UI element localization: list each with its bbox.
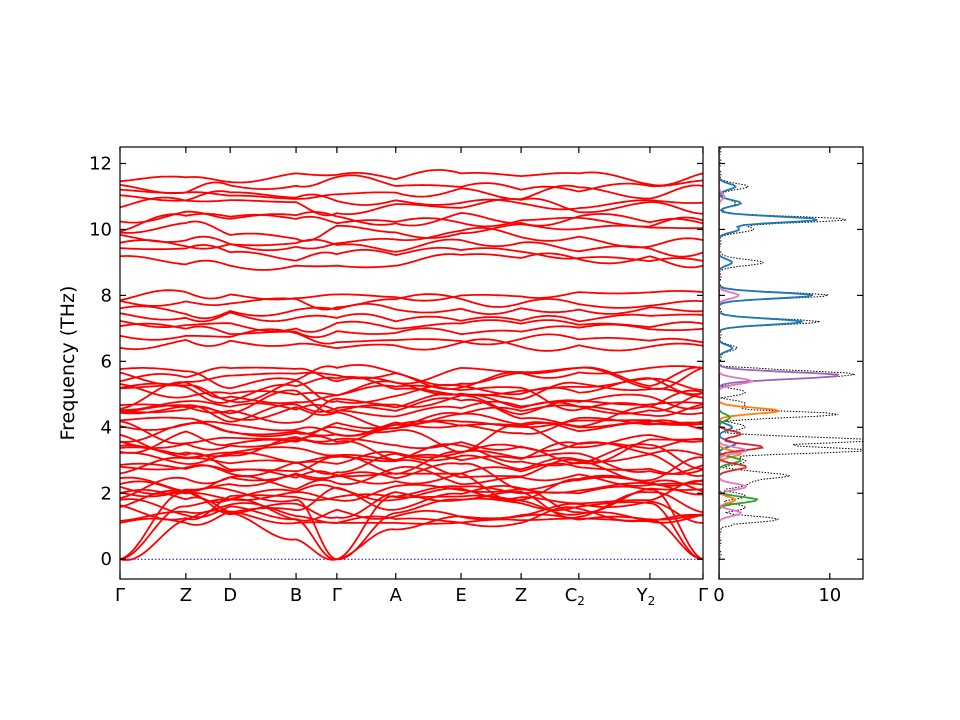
x-tick-label: B xyxy=(290,585,302,606)
acoustic-band xyxy=(120,497,703,561)
x-tick-label: Γ xyxy=(698,585,708,606)
x-tick-label: C2 xyxy=(565,585,585,608)
optical-band xyxy=(120,365,703,387)
optical-band xyxy=(120,393,703,424)
optical-band xyxy=(120,493,703,524)
optical-band xyxy=(120,381,703,412)
acoustic-band xyxy=(120,509,703,561)
optical-band xyxy=(120,190,703,211)
y-axis-label: Frequency (THz) xyxy=(57,286,79,441)
optical-band xyxy=(120,366,703,387)
x-tick-label: Z xyxy=(180,585,192,606)
optical-band xyxy=(120,210,703,227)
optical-band xyxy=(120,375,703,404)
x-tick-label: D xyxy=(223,585,237,606)
band-plot-frame xyxy=(119,146,704,580)
x-tick-label: A xyxy=(390,585,403,606)
optical-band xyxy=(120,338,703,352)
optical-band xyxy=(120,227,703,252)
optical-band xyxy=(120,377,703,404)
optical-band xyxy=(120,184,703,201)
optical-band xyxy=(120,252,703,271)
y-tick-label: 8 xyxy=(101,285,112,306)
optical-band xyxy=(120,485,703,514)
y-tick-label: 0 xyxy=(101,549,112,570)
optical-band xyxy=(120,466,703,498)
x-tick-label: E xyxy=(455,585,466,606)
optical-band xyxy=(120,303,703,320)
optical-band xyxy=(120,506,703,528)
optical-band xyxy=(120,389,703,415)
dos-x-tick-label: 0 xyxy=(713,585,724,606)
optical-band xyxy=(120,311,703,323)
optical-band xyxy=(120,293,703,311)
optical-band xyxy=(120,462,703,495)
optical-band xyxy=(120,423,703,454)
optical-band xyxy=(120,399,703,418)
optical-band xyxy=(120,433,703,458)
y-tick-label: 10 xyxy=(89,219,112,240)
dos-series-line xyxy=(719,147,818,579)
optical-band xyxy=(120,328,703,346)
band-plot: 0 2 4 6 8 10 12 Γ Z D B Γ A E Z C2 Y2 Γ Frequency (THz) xyxy=(57,146,708,608)
x-tick-label: Y2 xyxy=(636,585,656,608)
y-tick-label: 12 xyxy=(89,153,112,174)
dos-plot-frame xyxy=(718,146,864,580)
y-tick-label: 6 xyxy=(101,351,112,372)
x-tick-label: Z xyxy=(515,585,527,606)
optical-band xyxy=(120,322,703,339)
x-tick-label: Γ xyxy=(115,585,125,606)
optical-band xyxy=(120,443,703,470)
optical-band xyxy=(120,416,703,437)
optical-band xyxy=(120,220,703,242)
optical-band xyxy=(120,479,703,505)
band-lines xyxy=(120,169,703,561)
x-tick-label: Γ xyxy=(332,585,342,606)
dos-series-line xyxy=(719,147,755,579)
optical-band xyxy=(120,212,703,233)
dos-x-tick-label: 10 xyxy=(818,585,841,606)
optical-band xyxy=(120,196,703,217)
dos-plot-area xyxy=(719,147,863,579)
dos-plot: 0 10 xyxy=(713,146,864,606)
optical-band xyxy=(120,238,703,258)
optical-band xyxy=(120,498,703,524)
optical-band xyxy=(120,476,703,503)
optical-band xyxy=(120,174,703,195)
optical-band xyxy=(120,319,703,333)
optical-band xyxy=(120,289,703,302)
optical-band xyxy=(120,397,703,428)
y-tick-label: 2 xyxy=(101,483,112,504)
optical-band xyxy=(120,169,703,187)
y-tick-label: 4 xyxy=(101,417,112,438)
